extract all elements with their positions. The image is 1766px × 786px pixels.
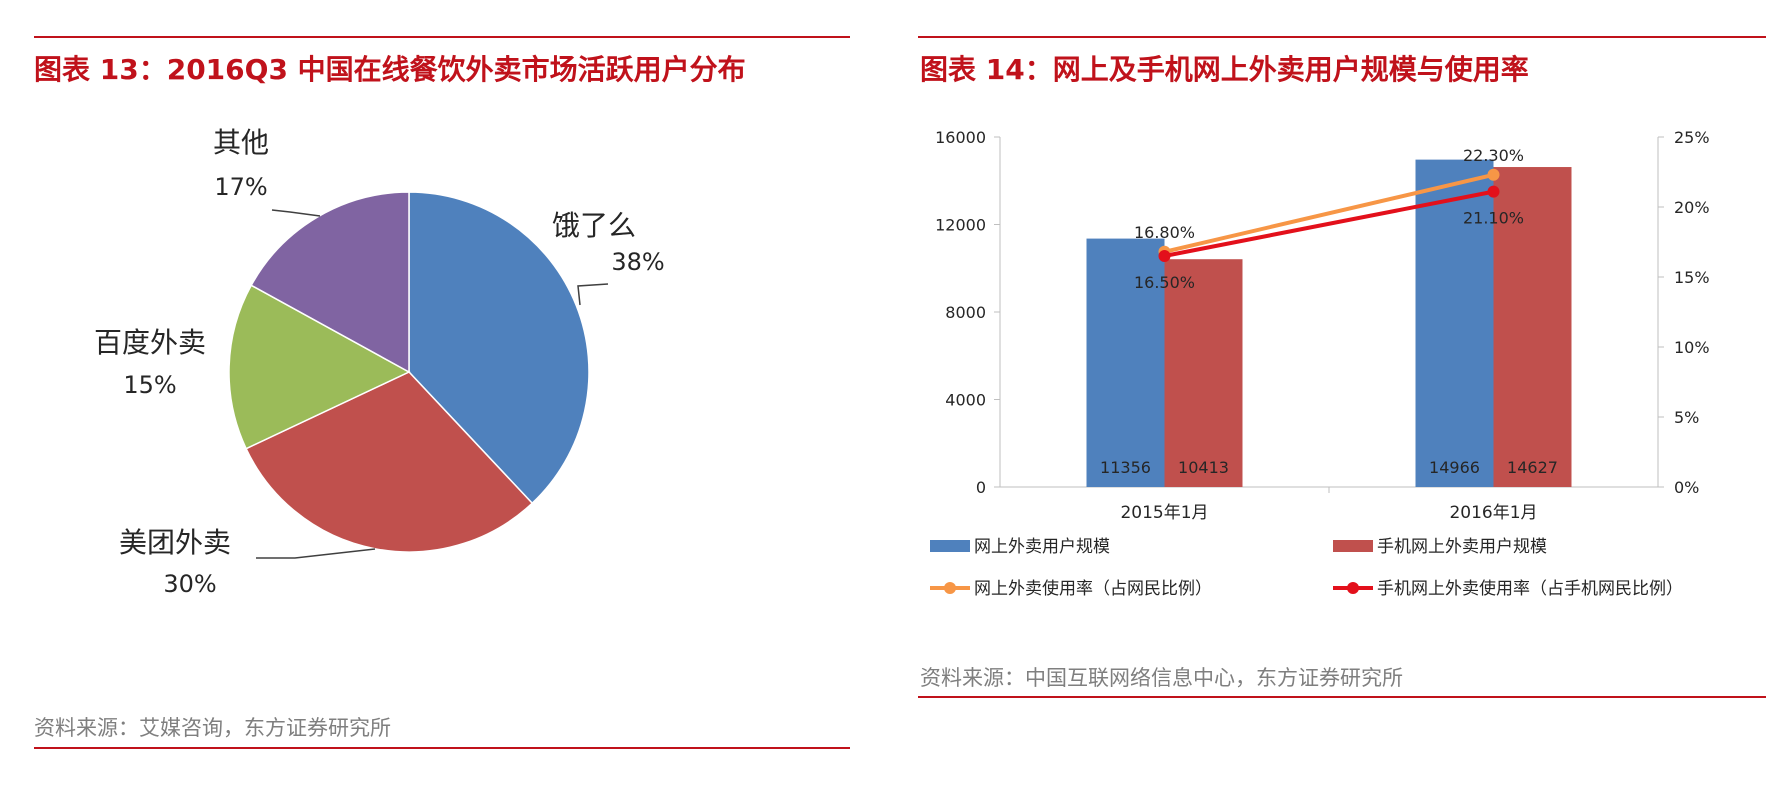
line-point-2-1 [1158, 250, 1171, 262]
line-value-label: 16.50% [1134, 273, 1195, 292]
bottom-rule [918, 696, 1766, 698]
title-rule [34, 36, 850, 38]
x-tick-label: 2015年1月 [1120, 503, 1208, 523]
y-left-tick-label: 0 [976, 478, 986, 497]
y-left-tick-label: 12000 [935, 216, 986, 235]
title-rule [918, 36, 1766, 38]
y-left-tick-label: 4000 [945, 391, 986, 410]
line-series-1 [1164, 172, 1494, 254]
bar-line-chart: 0 4000 8000 12000 16000 0% 5% 10% 15% 20% 25% 2015年… [930, 128, 1710, 599]
pie-slice-value-3: 15% [123, 371, 176, 399]
legend-marker [1347, 582, 1359, 594]
y-left-tick-label: 16000 [935, 128, 986, 147]
pie-leader-line-2 [256, 548, 376, 559]
figure-13-source: 资料来源：艾媒咨询，东方证券研究所 [34, 716, 391, 740]
bar-2-1 [1164, 259, 1243, 487]
bar-value-label: 10413 [1178, 458, 1229, 477]
line-point-1-2 [1487, 168, 1500, 181]
figure-14-title: 图表 14：网上及手机网上外卖用户规模与使用率 [920, 53, 1529, 86]
legend-label: 手机网上外卖使用率（占手机网民比例） [1377, 578, 1683, 599]
pie-leader-line-4 [271, 209, 321, 217]
bar-1-2 [1415, 159, 1494, 487]
y-right-tick-label: 0% [1674, 478, 1699, 497]
pie-slice-2 [245, 371, 534, 553]
pie-slice-value-2: 30% [163, 570, 216, 598]
pie-slice-value-4: 17% [214, 173, 267, 201]
pie-slice-label-1: 饿了么 [552, 209, 636, 242]
pie-slice-value-1: 38% [611, 248, 664, 276]
legend-label: 手机网上外卖用户规模 [1377, 537, 1547, 557]
pie-slice-label-4: 其他 [213, 126, 269, 159]
pie-slice-label-3: 百度外卖 [94, 326, 206, 359]
pie-leader-line-1 [577, 283, 609, 306]
pie-chart: 饿了么 38% 美团外卖 30% 百度外卖 15% 其他 17% [94, 126, 665, 598]
legend-marker [944, 582, 956, 594]
bar-value-label: 14627 [1507, 458, 1558, 477]
line-value-label: 16.80% [1134, 223, 1195, 242]
pie-slice-1 [408, 191, 590, 505]
y-right-tick-label: 25% [1674, 128, 1710, 147]
figure-14-panel: 图表 14：网上及手机网上外卖用户规模与使用率 0 4000 8000 12000 16… [918, 0, 1766, 786]
y-left-tick-label: 8000 [945, 303, 986, 322]
pie-slice-label-2: 美团外卖 [119, 526, 231, 559]
figure-13-title: 图表 13：2016Q3 中国在线餐饮外卖市场活跃用户分布 [34, 53, 746, 86]
x-tick-label: 2016年1月 [1449, 503, 1537, 523]
y-right-tick-label: 10% [1674, 338, 1710, 357]
bar-2-2 [1493, 167, 1572, 488]
line-value-label: 22.30% [1463, 146, 1524, 165]
legend-swatch [930, 540, 970, 552]
y-right-tick-label: 15% [1674, 268, 1710, 287]
y-right-tick-label: 5% [1674, 408, 1699, 427]
legend-swatch [1333, 540, 1373, 552]
bar-value-label: 14966 [1429, 458, 1480, 477]
figure-13-panel: 图表 13：2016Q3 中国在线餐饮外卖市场活跃用户分布 饿了么 38% 美团外卖… [0, 0, 860, 786]
line-value-label: 21.10% [1463, 209, 1524, 228]
y-right-tick-label: 20% [1674, 198, 1710, 217]
legend-label: 网上外卖使用率（占网民比例） [974, 578, 1212, 599]
bar-value-label: 11356 [1100, 458, 1151, 477]
bar-1-1 [1086, 238, 1165, 487]
legend-label: 网上外卖用户规模 [974, 537, 1110, 557]
pie-slice-4 [250, 191, 410, 374]
line-series-2 [1164, 189, 1494, 258]
figure-14-source: 资料来源：中国互联网络信息中心，东方证券研究所 [920, 666, 1403, 690]
pie-slice-3 [228, 284, 411, 450]
line-point-2-2 [1487, 185, 1500, 198]
bottom-rule [34, 747, 850, 749]
